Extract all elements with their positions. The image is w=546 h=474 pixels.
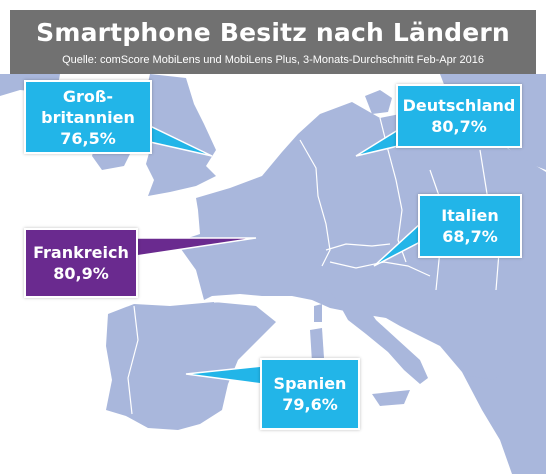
callout-france-value: 80,9% [53,264,109,283]
callout-pointers [135,124,421,385]
callout-germany: Deutschland 80,7% [396,84,522,148]
callout-france-label: Frankreich [33,243,129,262]
great-britain-shape [140,74,216,196]
sardinia-shape [310,328,324,362]
chart-subtitle: Quelle: comScore MobiLens und MobiLens P… [62,54,484,66]
callout-italy-value: 68,7% [442,227,498,246]
callout-italy: Italien 68,7% [418,194,522,258]
chart-title: Smartphone Besitz nach Ländern [36,18,510,47]
border-fr-es [213,299,262,303]
callout-germany-value: 80,7% [431,117,487,136]
denmark-shape [365,90,392,114]
callout-great-britain-value: 76,5% [60,128,116,148]
callout-great-britain-label-1: Groß- [62,86,114,106]
border-alps [329,261,431,277]
italy-shape [322,266,428,384]
balkans-shape [430,290,520,380]
iberia-shape [106,302,276,430]
callout-great-britain: Groß- britannien 76,5% [24,80,152,154]
border-es-pt [127,305,139,415]
callout-italy-label: Italien [441,206,499,225]
border-fr-de [299,139,331,267]
border-de-ch [325,243,391,251]
corsica-shape [314,304,322,322]
header-bar: Smartphone Besitz nach Ländern Quelle: c… [10,10,536,74]
callout-france: Frankreich 80,9% [24,228,138,298]
sicily-shape [372,390,410,406]
callout-spain-label: Spanien [273,374,347,393]
callout-spain: Spanien 79,6% [260,358,360,430]
callout-great-britain-label-2: britannien [41,107,135,127]
callout-spain-value: 79,6% [282,395,338,414]
callout-germany-label: Deutschland [402,96,516,115]
